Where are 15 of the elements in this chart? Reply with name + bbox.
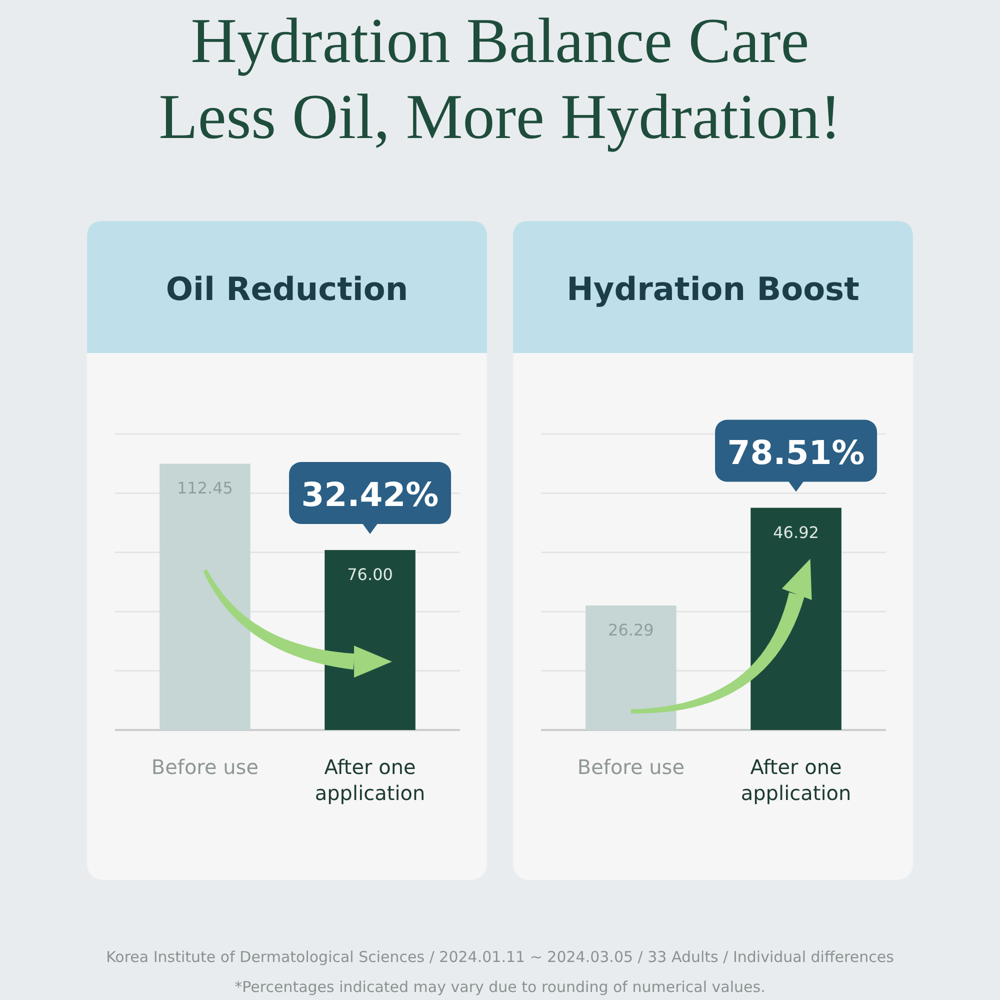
category-label: After one application xyxy=(740,755,852,805)
annotation: 78.51% xyxy=(727,432,865,472)
data-label: 46.92 xyxy=(773,522,819,542)
text: Korea Institute of Dermatological Sciences / 2024.01.11 ~ 2024.03.05 / 33 Adults / Individual differences xyxy=(106,948,894,966)
category-label: Before use xyxy=(151,755,259,779)
annotation: 32.42% xyxy=(301,475,439,514)
data-label: 26.29 xyxy=(608,620,654,640)
text: Hydration Balance Care Less Oil, More Hydration! xyxy=(158,5,842,152)
category-label: After one application xyxy=(314,755,426,805)
data-label: 76.00 xyxy=(347,565,393,584)
data-label: 112.45 xyxy=(176,478,233,498)
category-label: Before use xyxy=(577,755,685,779)
chart-title: Oil Reduction xyxy=(166,270,408,308)
text: *Percentages indicated may vary due to rounding of numerical values. xyxy=(234,978,766,996)
chart-title: Hydration Boost xyxy=(566,270,860,308)
